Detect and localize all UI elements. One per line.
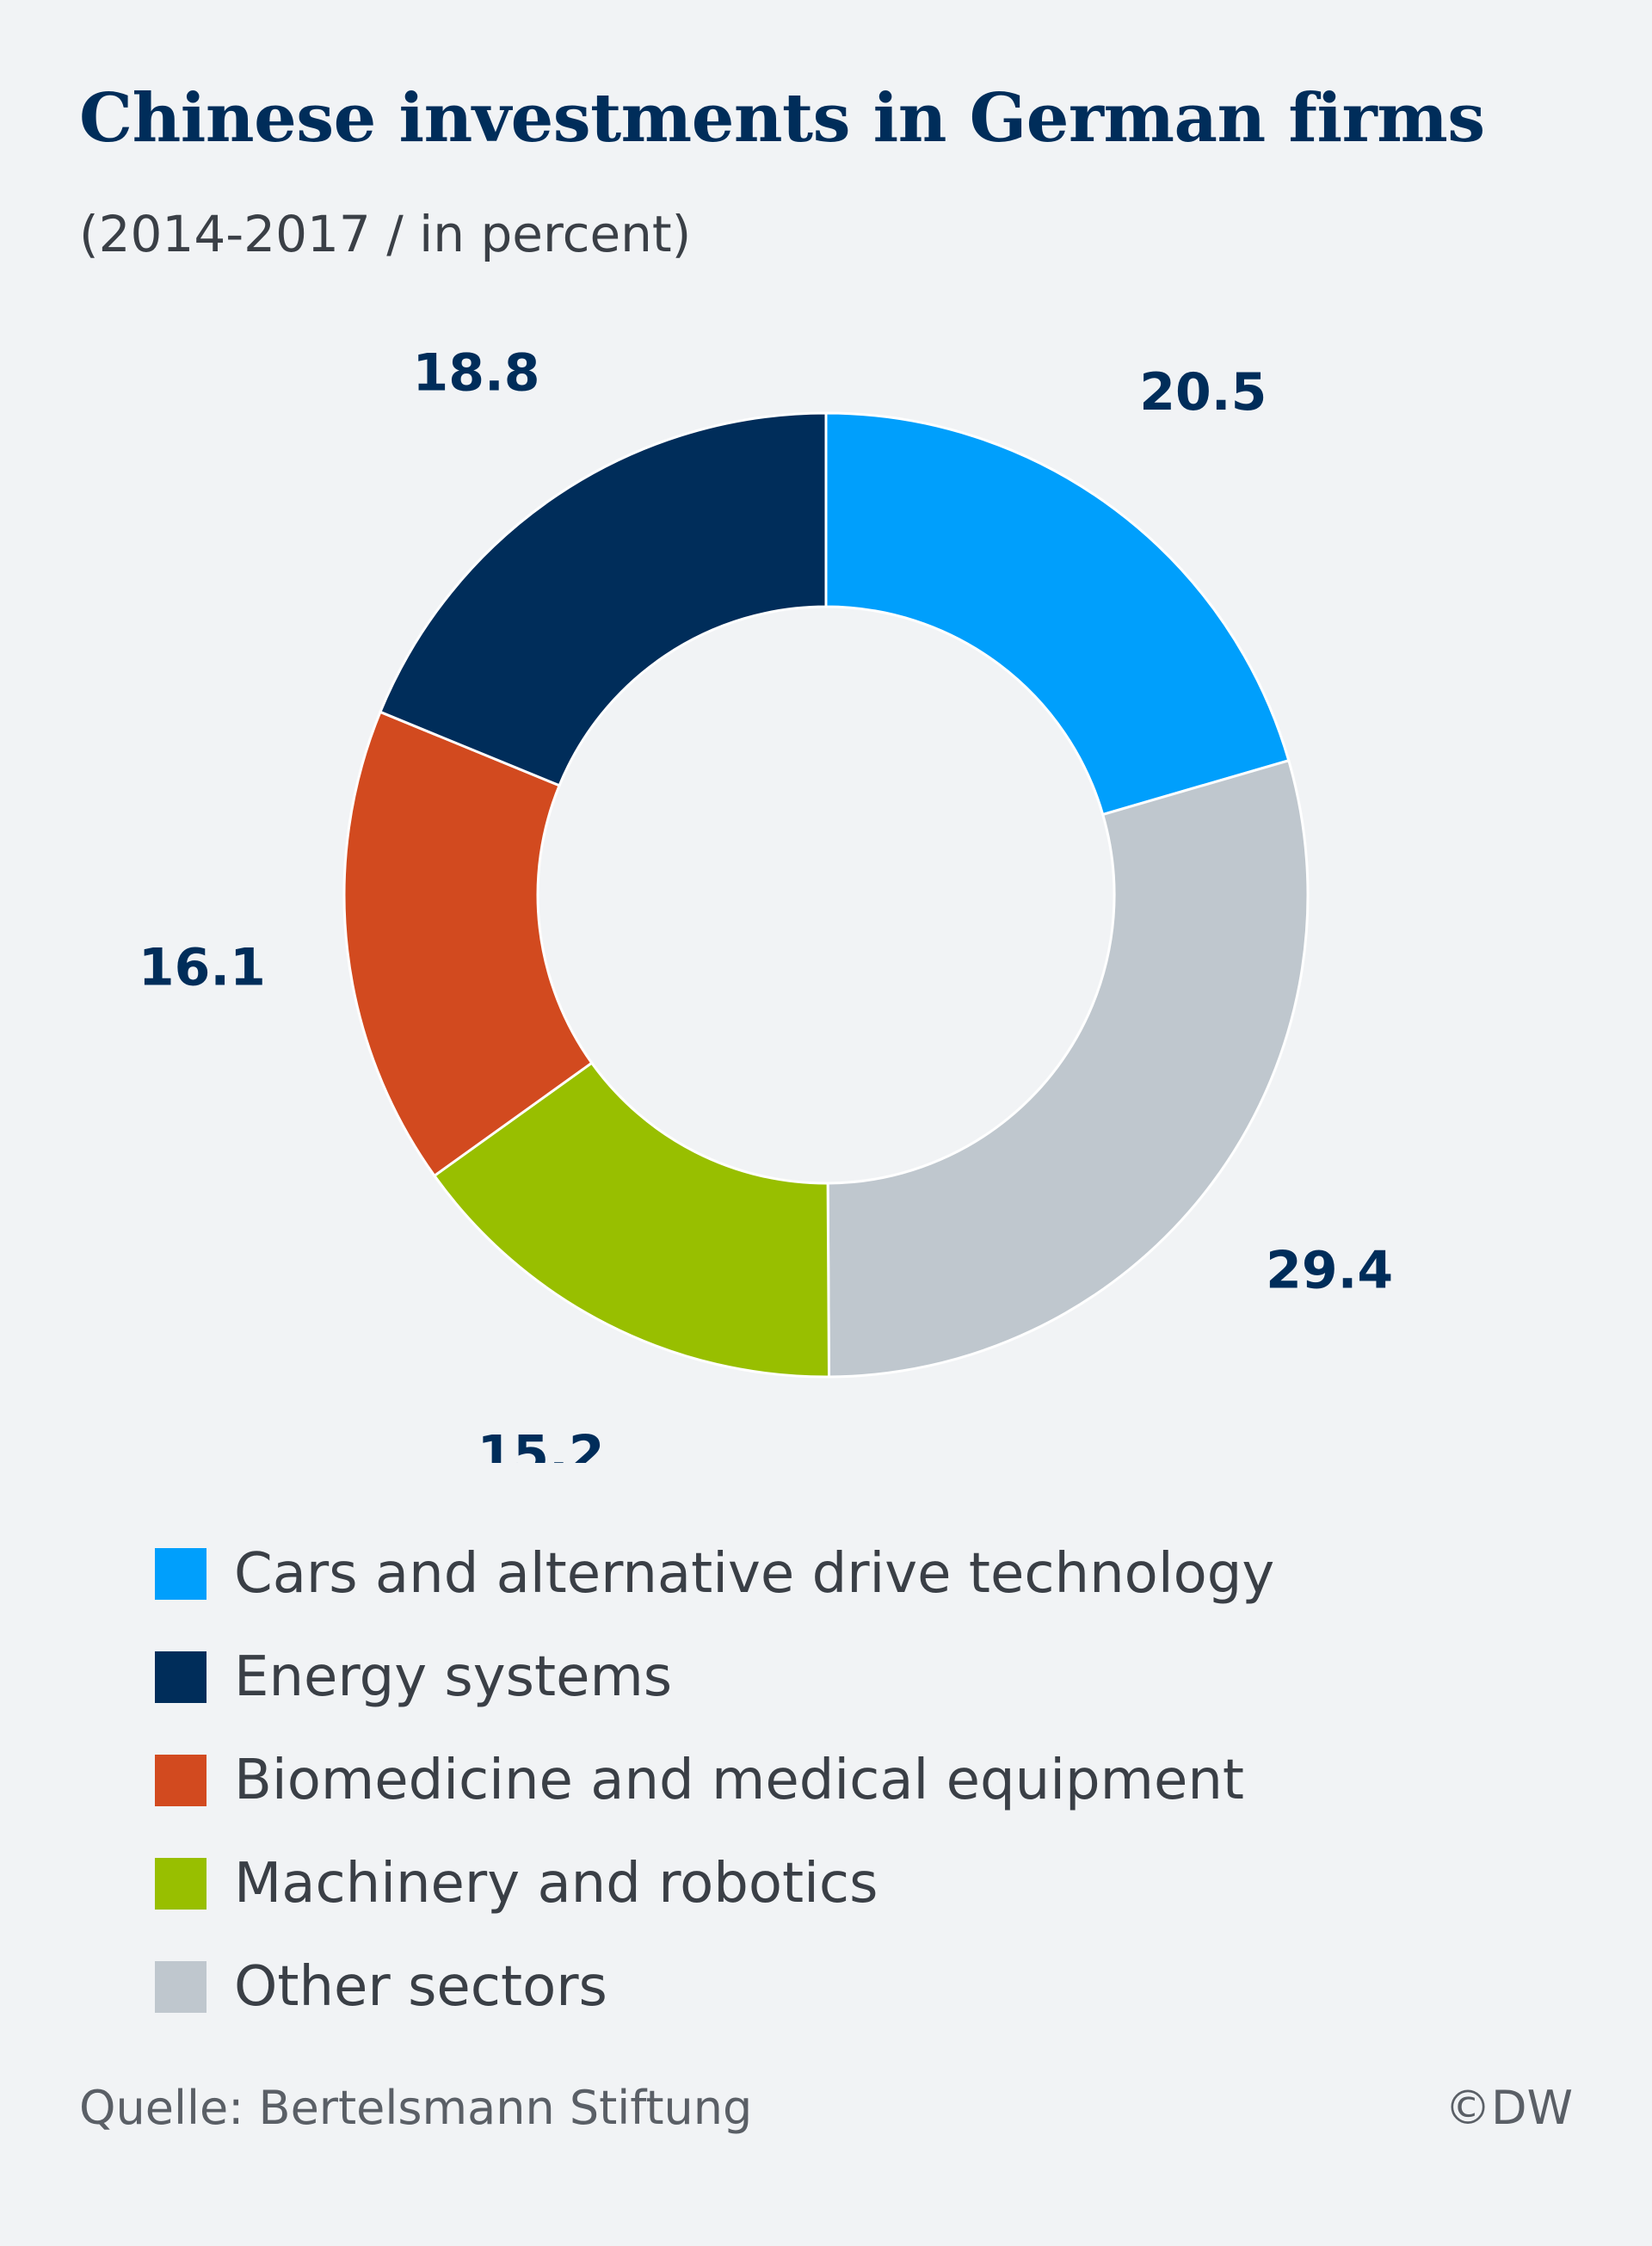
data-label-other-sectors: 29.4 bbox=[1266, 1240, 1393, 1300]
legend-swatch bbox=[155, 1961, 206, 2013]
legend-label: Energy systems bbox=[234, 1645, 673, 1709]
data-label-energy-systems: 18.8 bbox=[412, 343, 539, 404]
data-label-cars-and-alternative-drive-technology: 20.5 bbox=[1139, 362, 1267, 423]
legend-label: Biomedicine and medical equipment bbox=[234, 1749, 1244, 1812]
data-label-biomedicine-and-medical-equipment: 16.1 bbox=[139, 938, 266, 998]
legend-label: Machinery and robotics bbox=[234, 1852, 878, 1916]
legend-swatch bbox=[155, 1858, 206, 1910]
data-label-machinery-and-robotics: 15.2 bbox=[478, 1424, 605, 1463]
legend-swatch bbox=[155, 1548, 206, 1600]
slice-energy-systems bbox=[378, 411, 828, 787]
slice-cars-and-alternative-drive-technology bbox=[824, 411, 1291, 817]
chart-subtitle: (2014-2017 / in percent) bbox=[79, 205, 692, 263]
legend-label: Cars and alternative drive technology bbox=[234, 1542, 1275, 1606]
chart-title: Chinese investments in German firms bbox=[79, 79, 1485, 157]
donut-data-labels: 20.5 29.4 15.2 16.1 18.8 bbox=[139, 343, 1393, 1463]
slice-other-sectors bbox=[826, 758, 1310, 1379]
donut-chart: 20.5 29.4 15.2 16.1 18.8 bbox=[139, 343, 1393, 1463]
donut-slices bbox=[342, 411, 1310, 1379]
copyright-note: ©DW bbox=[1445, 2081, 1573, 2135]
slice-biomedicine-and-medical-equipment bbox=[342, 710, 594, 1178]
slice-machinery-and-robotics bbox=[432, 1061, 831, 1379]
legend-swatch bbox=[155, 1755, 206, 1806]
legend-label: Other sectors bbox=[234, 1955, 607, 2019]
source-note: Quelle: Bertelsmann Stiftung bbox=[79, 2081, 753, 2135]
legend-swatch bbox=[155, 1651, 206, 1703]
